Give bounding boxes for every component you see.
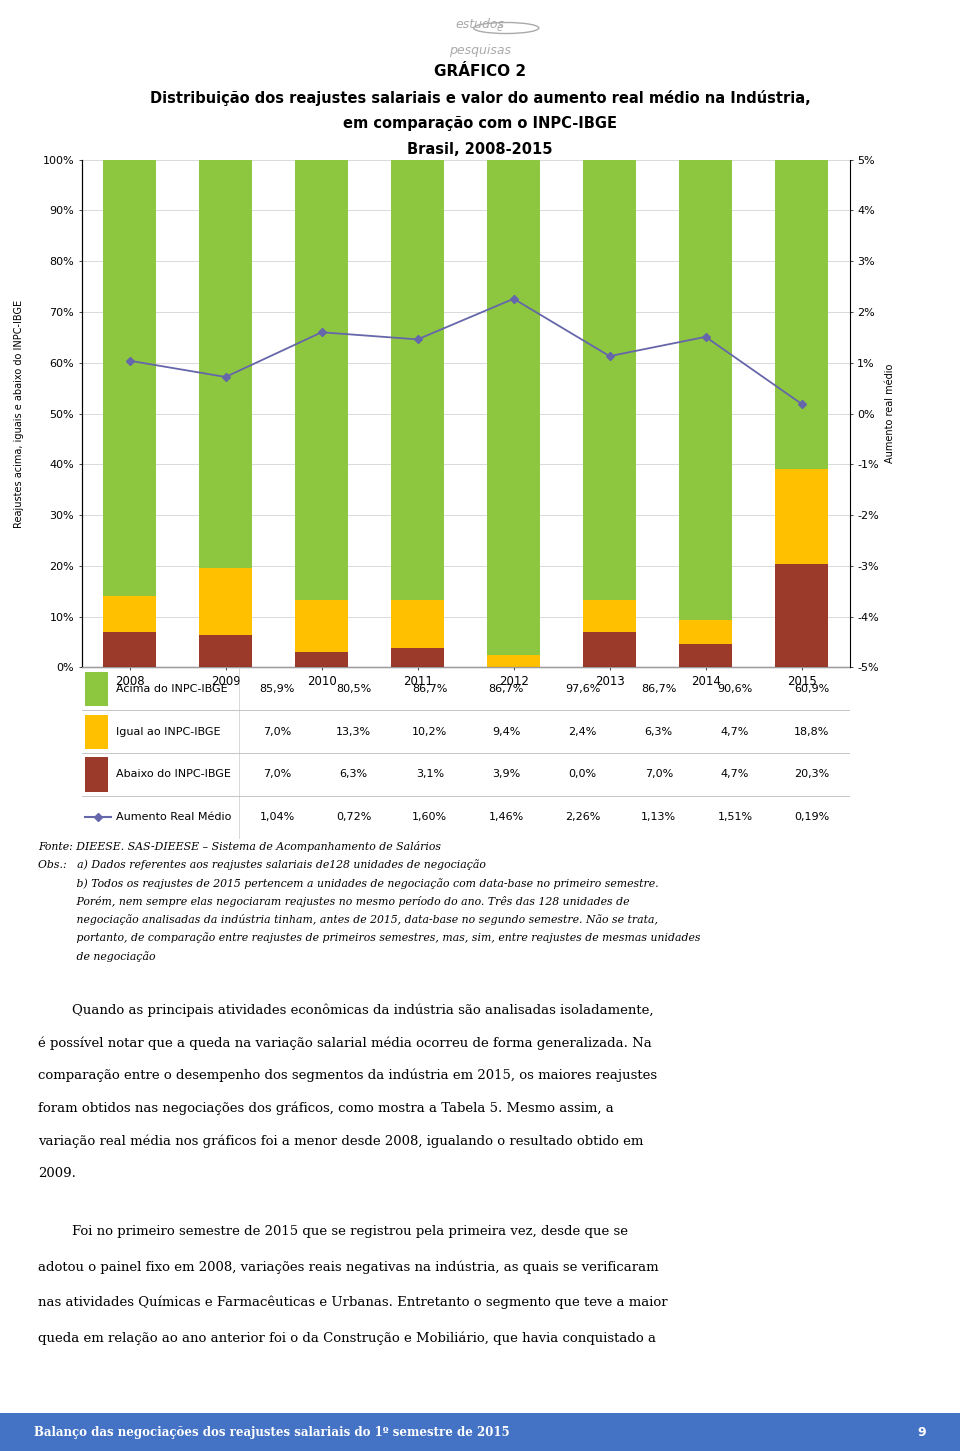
- Text: é possível notar que a queda na variação salarial média ocorreu de forma general: é possível notar que a queda na variação…: [38, 1036, 652, 1051]
- Bar: [296, 599, 348, 651]
- Text: 0,19%: 0,19%: [794, 813, 829, 823]
- Bar: [679, 644, 732, 667]
- Text: 1,13%: 1,13%: [641, 813, 677, 823]
- Text: negociação analisadas da indústria tinham, antes de 2015, data-base no segundo s: negociação analisadas da indústria tinha…: [38, 914, 659, 926]
- Text: 18,8%: 18,8%: [794, 727, 829, 737]
- Text: 1,60%: 1,60%: [412, 813, 447, 823]
- Text: Fonte: DIEESE. SAS-DIEESE – Sistema de Acompanhamento de Salários: Fonte: DIEESE. SAS-DIEESE – Sistema de A…: [38, 842, 442, 852]
- Text: 3,1%: 3,1%: [416, 769, 444, 779]
- Bar: [679, 620, 732, 644]
- Bar: [392, 160, 444, 599]
- Text: Quando as principais atividades econômicas da indústria são analisadas isoladame: Quando as principais atividades econômic…: [38, 1004, 654, 1017]
- Text: variação real média nos gráficos foi a menor desde 2008, igualando o resultado o: variação real média nos gráficos foi a m…: [38, 1135, 644, 1148]
- Text: 60,9%: 60,9%: [794, 683, 829, 694]
- Text: GRÁFICO 2: GRÁFICO 2: [434, 64, 526, 78]
- Text: 80,5%: 80,5%: [336, 683, 372, 694]
- Text: comparação entre o desempenho dos segmentos da indústria em 2015, os maiores rea: comparação entre o desempenho dos segmen…: [38, 1069, 658, 1082]
- Text: 86,7%: 86,7%: [641, 683, 677, 694]
- Text: 20,3%: 20,3%: [794, 769, 829, 779]
- Bar: [775, 160, 828, 469]
- Bar: [296, 651, 348, 667]
- Text: 1,51%: 1,51%: [717, 813, 753, 823]
- Text: 7,0%: 7,0%: [263, 769, 291, 779]
- Bar: [584, 599, 636, 633]
- Bar: [775, 564, 828, 667]
- Bar: [488, 656, 540, 667]
- Text: Foi no primeiro semestre de 2015 que se registrou pela primeira vez, desde que s: Foi no primeiro semestre de 2015 que se …: [38, 1225, 629, 1238]
- Text: 1,46%: 1,46%: [489, 813, 524, 823]
- Text: 13,3%: 13,3%: [336, 727, 372, 737]
- Text: Porém, nem sempre elas negociaram reajustes no mesmo período do ano. Três das 12: Porém, nem sempre elas negociaram reajus…: [38, 897, 630, 907]
- Text: de negociação: de negociação: [38, 950, 156, 962]
- Text: 2,4%: 2,4%: [568, 727, 597, 737]
- Text: 0,0%: 0,0%: [568, 769, 596, 779]
- Text: queda em relação ao ano anterior foi o da Construção e Mobiliário, que havia con: queda em relação ao ano anterior foi o d…: [38, 1331, 657, 1345]
- Text: Abaixo do INPC-IBGE: Abaixo do INPC-IBGE: [116, 769, 231, 779]
- Bar: [584, 160, 636, 599]
- Text: pesquisas: pesquisas: [449, 44, 511, 57]
- Text: em comparação com o INPC-IBGE: em comparação com o INPC-IBGE: [343, 116, 617, 131]
- Text: 3,9%: 3,9%: [492, 769, 520, 779]
- Bar: [584, 633, 636, 667]
- Bar: [392, 599, 444, 647]
- Bar: [296, 160, 348, 599]
- Text: Distribuição dos reajustes salariais e valor do aumento real médio na Indústria,: Distribuição dos reajustes salariais e v…: [150, 90, 810, 106]
- Text: 4,7%: 4,7%: [721, 727, 750, 737]
- Text: 2,26%: 2,26%: [564, 813, 600, 823]
- Text: Balanço das negociações dos reajustes salariais do 1º semestre de 2015: Balanço das negociações dos reajustes sa…: [34, 1426, 509, 1438]
- Text: Acima do INPC-IBGE: Acima do INPC-IBGE: [116, 683, 228, 694]
- Text: 1,04%: 1,04%: [259, 813, 295, 823]
- Bar: [104, 633, 156, 667]
- Bar: [104, 160, 156, 596]
- Bar: [488, 160, 540, 656]
- Bar: [200, 160, 252, 567]
- Text: foram obtidos nas negociações dos gráficos, como mostra a Tabela 5. Mesmo assim,: foram obtidos nas negociações dos gráfic…: [38, 1101, 614, 1116]
- Text: 7,0%: 7,0%: [263, 727, 291, 737]
- Bar: [679, 160, 732, 620]
- Text: Igual ao INPC-IBGE: Igual ao INPC-IBGE: [116, 727, 221, 737]
- Bar: [85, 672, 108, 707]
- Text: 0,72%: 0,72%: [336, 813, 372, 823]
- Text: 7,0%: 7,0%: [645, 769, 673, 779]
- Text: Aumento Real Médio: Aumento Real Médio: [116, 813, 231, 823]
- Bar: [85, 714, 108, 749]
- Y-axis label: Aumento real médio: Aumento real médio: [884, 364, 895, 463]
- Text: 10,2%: 10,2%: [412, 727, 447, 737]
- Bar: [104, 596, 156, 633]
- Text: 2009.: 2009.: [38, 1167, 76, 1180]
- Text: Obs.:   a) Dados referentes aos reajustes salariais de128 unidades de negociação: Obs.: a) Dados referentes aos reajustes …: [38, 859, 487, 871]
- Text: 4,7%: 4,7%: [721, 769, 750, 779]
- Text: 97,6%: 97,6%: [564, 683, 600, 694]
- Text: estudos: estudos: [455, 17, 505, 30]
- Text: e: e: [496, 23, 503, 33]
- Y-axis label: Reajustes acima, iguais e abaixo do INPC-IBGE: Reajustes acima, iguais e abaixo do INPC…: [14, 299, 24, 528]
- Text: 86,7%: 86,7%: [412, 683, 447, 694]
- Text: 86,7%: 86,7%: [489, 683, 524, 694]
- Bar: [200, 567, 252, 636]
- Text: 85,9%: 85,9%: [259, 683, 295, 694]
- Text: adotou o painel fixo em 2008, variações reais negativas na indústria, as quais s: adotou o painel fixo em 2008, variações …: [38, 1259, 659, 1274]
- Text: 6,3%: 6,3%: [645, 727, 673, 737]
- Text: 6,3%: 6,3%: [340, 769, 368, 779]
- Text: 9,4%: 9,4%: [492, 727, 520, 737]
- Text: nas atividades Químicas e Farmacêuticas e Urbanas. Entretanto o segmento que tev: nas atividades Químicas e Farmacêuticas …: [38, 1296, 668, 1309]
- Text: b) Todos os reajustes de 2015 pertencem a unidades de negociação com data-base n: b) Todos os reajustes de 2015 pertencem …: [38, 878, 659, 888]
- Text: portanto, de comparação entre reajustes de primeiros semestres, mas, sim, entre : portanto, de comparação entre reajustes …: [38, 933, 701, 943]
- Text: Brasil, 2008-2015: Brasil, 2008-2015: [407, 142, 553, 157]
- Bar: [775, 469, 828, 564]
- Text: 9: 9: [918, 1426, 926, 1438]
- Bar: [85, 757, 108, 792]
- Bar: [392, 647, 444, 667]
- Bar: [200, 636, 252, 667]
- Text: 90,6%: 90,6%: [717, 683, 753, 694]
